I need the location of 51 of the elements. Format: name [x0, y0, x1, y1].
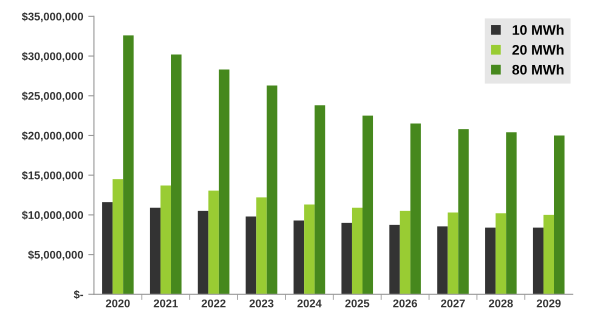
x-tick-label: 2027: [441, 299, 465, 308]
x-tick-label: 2021: [154, 299, 178, 308]
bar: [304, 204, 315, 294]
bar: [506, 132, 517, 294]
x-tick-label: 2023: [250, 299, 274, 308]
y-tick-label: $10,000,000: [22, 210, 84, 221]
legend-label: 10 MWh: [512, 24, 564, 35]
bar: [102, 202, 113, 294]
y-tick-label: $35,000,000: [22, 12, 84, 22]
bar: [341, 222, 352, 294]
bar: [112, 179, 124, 294]
bar: [532, 228, 544, 294]
y-tick-label: $15,000,000: [22, 170, 84, 181]
bar: [496, 213, 506, 294]
y-tick-label: $5,000,000: [28, 250, 84, 260]
bar: [410, 124, 421, 294]
bar: [554, 135, 565, 294]
bar: [150, 208, 160, 294]
x-tick-label: 2025: [345, 299, 370, 308]
y-tick-label: $30,000,000: [22, 52, 84, 62]
bar: [294, 220, 304, 294]
legend-label: 20 MWh: [512, 44, 564, 55]
bar: [352, 208, 363, 294]
bar: [266, 85, 278, 294]
bar: [400, 210, 410, 294]
x-tick-label: 2028: [488, 299, 513, 308]
bar: [448, 212, 458, 294]
x-tick-label: 2029: [536, 299, 561, 308]
bar: [362, 116, 374, 294]
x-tick-label: 2022: [202, 299, 226, 308]
bar: [314, 105, 326, 294]
bar: [160, 186, 172, 294]
y-tick-label: $-: [74, 290, 84, 300]
bar: [256, 197, 267, 294]
y-tick-label: $25,000,000: [22, 92, 84, 102]
bar: [389, 224, 400, 294]
bar: [437, 226, 448, 294]
x-tick-label: 2024: [297, 299, 322, 308]
bar: [208, 190, 219, 294]
y-tick-label: $20,000,000: [22, 131, 84, 142]
bar: [246, 216, 256, 294]
bar: [123, 35, 134, 294]
x-tick-label: 2020: [106, 299, 130, 308]
bar: [218, 70, 230, 294]
bar: [198, 210, 208, 294]
bar: [458, 129, 469, 294]
x-tick-label: 2026: [393, 299, 418, 308]
bar: [543, 214, 554, 294]
bar: [171, 54, 182, 294]
bar: [485, 228, 496, 294]
legend-label: 80 MWh: [512, 64, 564, 75]
